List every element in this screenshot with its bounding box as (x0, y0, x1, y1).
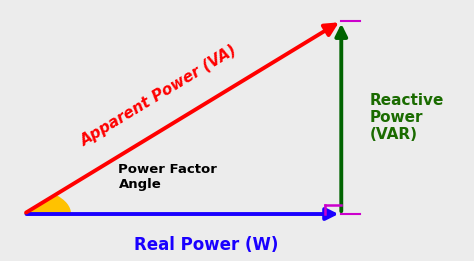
Text: Real Power (W): Real Power (W) (134, 236, 278, 254)
Text: Apparent Power (VA): Apparent Power (VA) (79, 42, 241, 149)
Text: Reactive
Power
(VAR): Reactive Power (VAR) (370, 93, 444, 142)
Wedge shape (24, 195, 71, 214)
Text: Power Factor
Angle: Power Factor Angle (118, 163, 218, 192)
